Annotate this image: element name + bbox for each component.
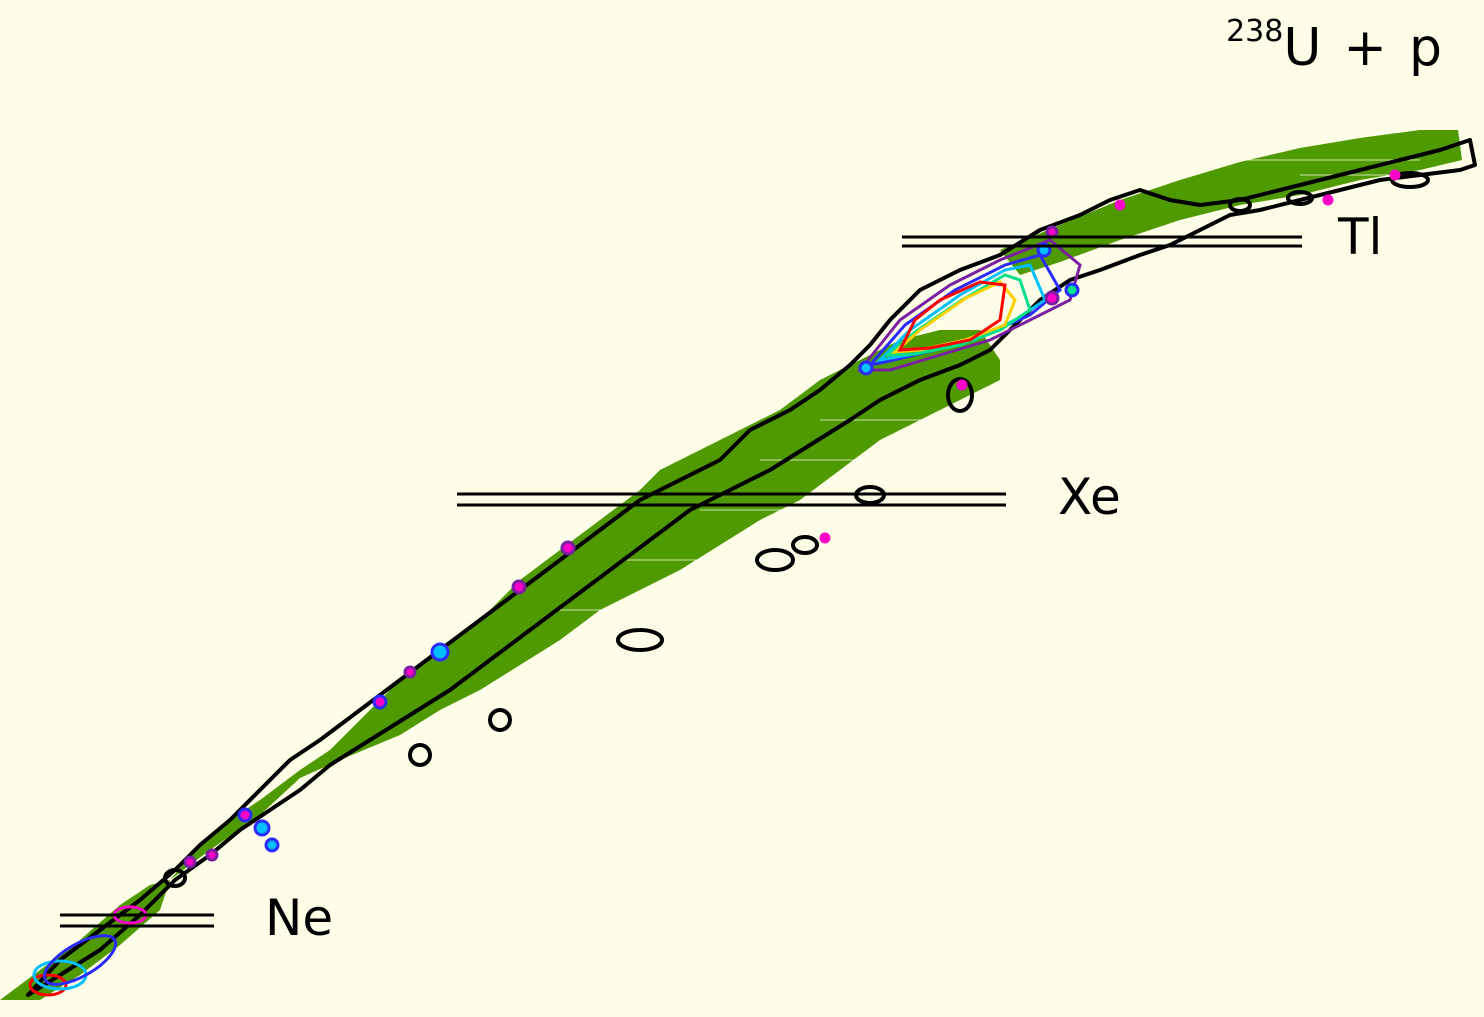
reaction-label: 238U + p [1226,14,1442,78]
mass-number: 238 [1226,14,1284,49]
scattered-peaks [183,169,1401,869]
projectile: p [1408,18,1442,78]
shell-marker-lines [60,235,1302,928]
production-contour [26,138,1477,997]
element-label-ne: Ne [265,889,334,947]
element-label-tl: Tl [1338,208,1383,266]
element-label-xe: Xe [1058,468,1121,526]
contour-islands [163,171,1430,888]
peak-contours-heavy [856,238,1082,372]
target-nucleus: U [1283,18,1322,78]
plus-sign: + [1343,18,1387,78]
measured-band-main [170,330,1000,880]
measured-region [0,130,1462,1000]
